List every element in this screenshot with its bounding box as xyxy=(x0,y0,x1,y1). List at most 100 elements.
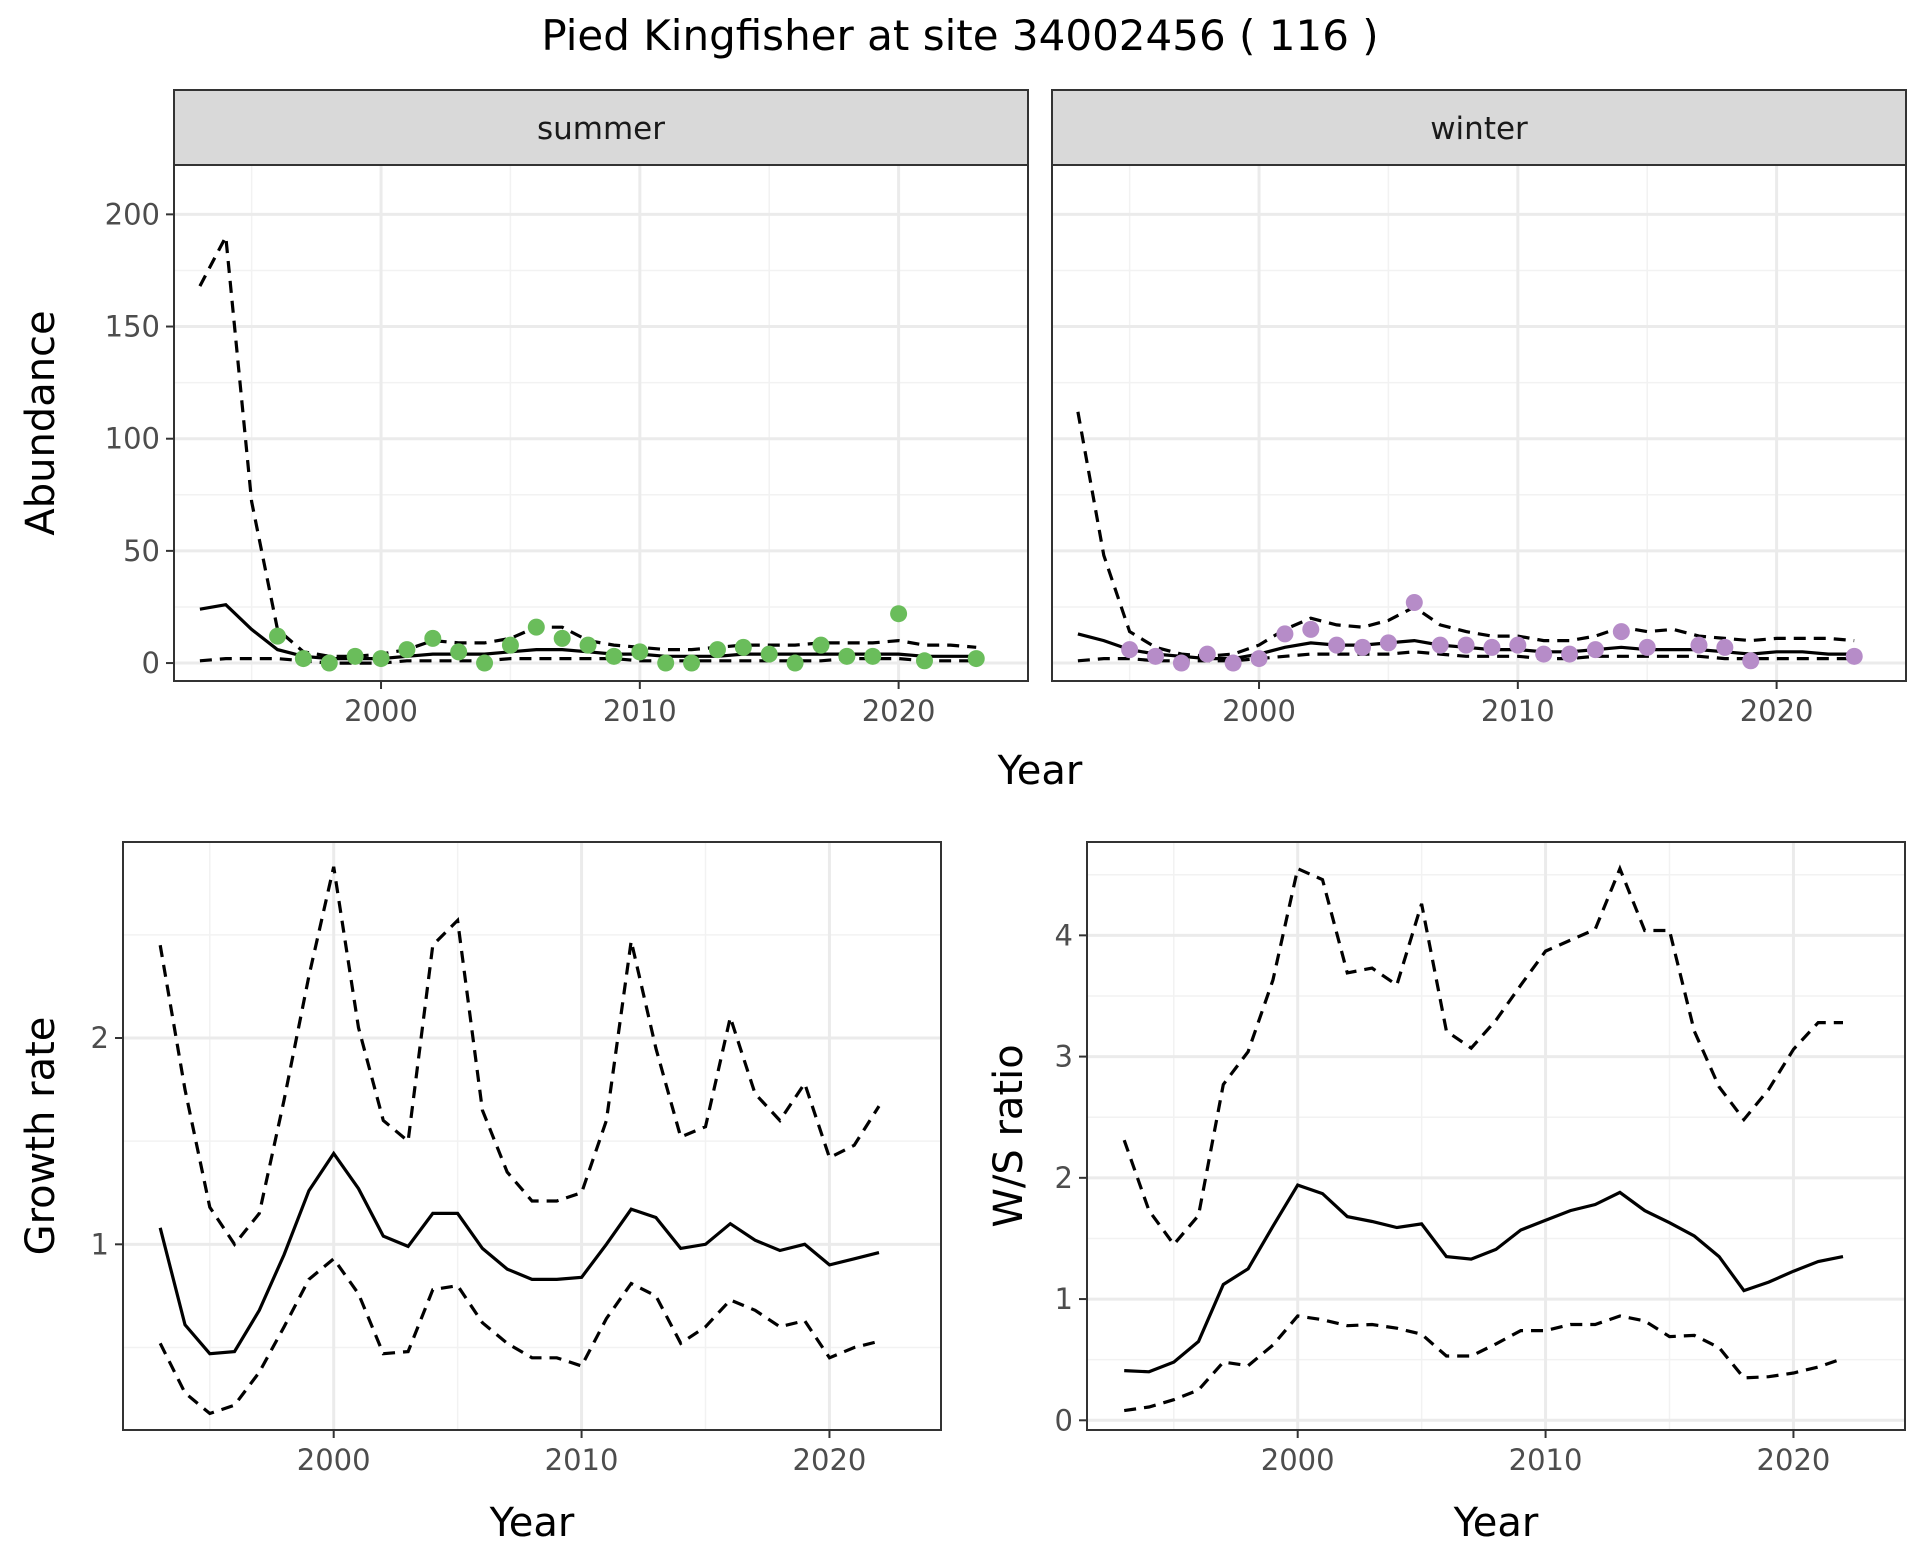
data-point xyxy=(1690,636,1708,654)
facet-strip xyxy=(1051,89,1907,166)
data-point xyxy=(786,654,804,672)
data-point xyxy=(1509,636,1527,654)
data-point xyxy=(1172,654,1190,672)
y-tick-label: 2 xyxy=(91,1021,109,1055)
data-point xyxy=(1121,641,1139,659)
data-point xyxy=(864,647,882,665)
x-tick-label: 2020 xyxy=(862,694,936,728)
data-point xyxy=(450,643,468,661)
data-point xyxy=(346,647,364,665)
y-axis-title-ws-ratio: W/S ratio xyxy=(986,1044,1032,1227)
panel-plot-4: 2000 2010 2020 0 1 2 3 4 xyxy=(1055,841,1906,1477)
data-point xyxy=(527,618,545,636)
x-tick-label: 2000 xyxy=(297,1443,371,1477)
series-group xyxy=(158,866,881,1416)
data-point xyxy=(1586,641,1604,659)
data-point xyxy=(915,652,933,670)
series-line-ci-2 xyxy=(158,1256,880,1416)
series-line-ci-1 xyxy=(1122,864,1843,1248)
facet-strip xyxy=(173,89,1029,166)
series-line-ci-1 xyxy=(158,866,881,1248)
data-point xyxy=(1328,636,1346,654)
data-point xyxy=(1276,625,1294,643)
data-point xyxy=(812,636,830,654)
x-tick-label: 2010 xyxy=(1509,1443,1583,1477)
data-point xyxy=(1379,634,1397,652)
panel-border xyxy=(122,841,942,1431)
x-tick-label: 2000 xyxy=(344,694,418,728)
x-tick-label: 2020 xyxy=(1757,1443,1831,1477)
data-point xyxy=(1198,645,1216,663)
y-tick-label: 50 xyxy=(123,534,160,568)
panel-plot-3: 2000 2010 2020 1 2 xyxy=(91,841,942,1477)
data-point xyxy=(657,654,675,672)
x-tick-label: 2020 xyxy=(793,1443,867,1477)
x-axis-title-ws: Year xyxy=(1453,1500,1539,1546)
x-tick-label: 2000 xyxy=(1222,694,1296,728)
data-point xyxy=(320,654,338,672)
data-point xyxy=(398,641,416,659)
data-point xyxy=(838,647,856,665)
y-tick-label: 100 xyxy=(105,422,160,456)
series-line-mean xyxy=(1124,1183,1844,1374)
data-point xyxy=(476,654,494,672)
x-tick-label: 2010 xyxy=(603,694,677,728)
data-point xyxy=(1302,620,1320,638)
data-point xyxy=(1742,652,1760,670)
data-point xyxy=(1612,623,1630,641)
panel-background xyxy=(123,842,941,1430)
data-point xyxy=(760,645,778,663)
y-tick-label: 3 xyxy=(1055,1040,1073,1074)
data-point xyxy=(708,641,726,659)
panel-background xyxy=(1052,165,1906,681)
y-tick-label: 0 xyxy=(142,646,160,680)
data-point xyxy=(1638,638,1656,656)
data-point xyxy=(1405,593,1423,611)
data-point xyxy=(553,629,571,647)
data-point xyxy=(890,605,908,623)
data-point xyxy=(269,627,287,645)
data-point xyxy=(424,629,442,647)
data-point xyxy=(372,650,390,668)
panel-winter: winter 2000 2010 2020 xyxy=(1051,89,1907,728)
x-tick-label: 2020 xyxy=(1740,694,1814,728)
data-point xyxy=(734,638,752,656)
data-point xyxy=(1457,636,1475,654)
data-point xyxy=(631,643,649,661)
series-group xyxy=(198,231,985,672)
y-axis-title-abundance: Abundance xyxy=(18,310,64,535)
x-tick-label: 2010 xyxy=(1481,694,1555,728)
data-point xyxy=(294,650,312,668)
series-line-ci-2 xyxy=(1123,1314,1844,1413)
x-axis-title-top: Year xyxy=(997,748,1083,794)
panel-border xyxy=(1086,841,1906,1431)
panel-background xyxy=(1087,842,1905,1430)
data-point xyxy=(605,647,623,665)
y-tick-label: 200 xyxy=(105,197,160,231)
data-point xyxy=(1483,638,1501,656)
y-tick-label: 2 xyxy=(1055,1161,1073,1195)
y-tick-label: 4 xyxy=(1055,918,1073,952)
data-point xyxy=(967,650,985,668)
data-point xyxy=(1250,650,1268,668)
x-tick-label: 2010 xyxy=(545,1443,619,1477)
y-tick-label: 150 xyxy=(105,310,160,344)
y-tick-label: 1 xyxy=(1055,1282,1073,1316)
x-axis-title-growth: Year xyxy=(489,1500,575,1546)
data-point xyxy=(1535,645,1553,663)
data-point xyxy=(1354,638,1372,656)
data-point xyxy=(1716,638,1734,656)
data-point xyxy=(501,636,519,654)
x-tick-label: 2000 xyxy=(1261,1443,1335,1477)
series-line-mean xyxy=(158,1150,880,1356)
data-point xyxy=(1845,647,1863,665)
y-tick-label: 0 xyxy=(1055,1403,1073,1437)
series-group xyxy=(1122,864,1844,1413)
data-point xyxy=(579,636,597,654)
plot-title: Pied Kingfisher at site 34002456 ( 116 ) xyxy=(541,11,1378,60)
data-point xyxy=(1431,636,1449,654)
panel-summer: summer 2000 2010 2020 0 50 100 150 200 xyxy=(105,89,1029,728)
series-group xyxy=(1076,411,1863,672)
panel-background xyxy=(174,165,1028,681)
